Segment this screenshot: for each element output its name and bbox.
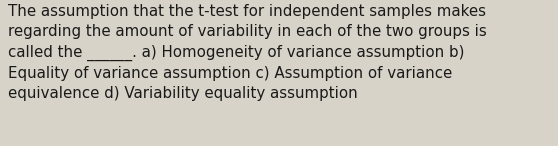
Text: The assumption that the t-test for independent samples makes
regarding the amoun: The assumption that the t-test for indep… bbox=[8, 4, 487, 101]
